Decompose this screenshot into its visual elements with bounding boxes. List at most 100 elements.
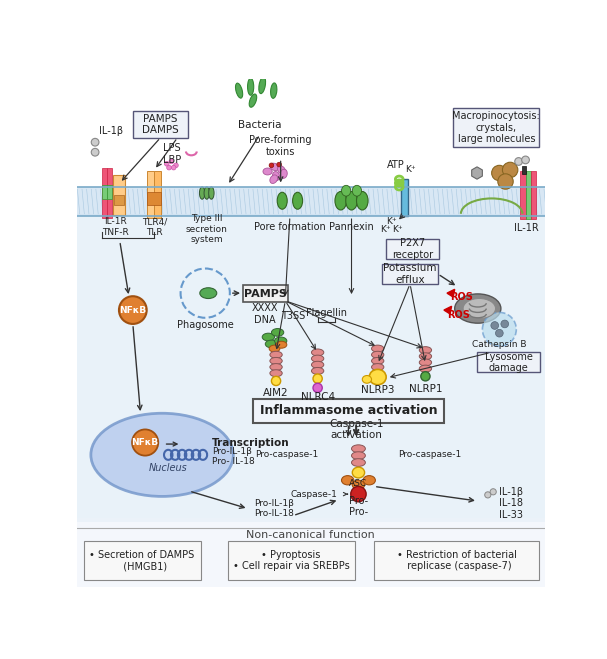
Text: K⁺: K⁺ [386, 217, 397, 226]
Text: PAMPS: PAMPS [244, 289, 287, 299]
Text: NLRC4: NLRC4 [300, 392, 334, 402]
Ellipse shape [269, 345, 280, 352]
Ellipse shape [270, 163, 279, 171]
Ellipse shape [371, 351, 384, 358]
Ellipse shape [363, 476, 375, 485]
Ellipse shape [91, 413, 233, 496]
Ellipse shape [352, 480, 365, 490]
Text: NFκB: NFκB [132, 438, 158, 447]
Circle shape [515, 158, 523, 165]
Ellipse shape [419, 347, 432, 354]
Bar [84, 541, 200, 579]
Bar [477, 353, 540, 372]
Ellipse shape [421, 372, 430, 381]
Bar [374, 541, 540, 579]
Ellipse shape [262, 333, 274, 341]
Ellipse shape [352, 185, 362, 196]
Bar [523, 166, 526, 174]
Text: PAMPS
DAMPS: PAMPS DAMPS [142, 114, 179, 135]
Ellipse shape [293, 192, 303, 209]
Bar [107, 185, 112, 199]
Text: Pro-
Pro-: Pro- Pro- [349, 496, 368, 517]
Ellipse shape [463, 299, 495, 318]
Circle shape [483, 312, 517, 346]
Bar [114, 194, 124, 206]
Bar [401, 179, 409, 216]
Text: K⁺: K⁺ [392, 225, 403, 235]
Ellipse shape [313, 374, 322, 384]
Ellipse shape [351, 452, 365, 459]
Text: Pro-IL-1β
Pro-IL-18: Pro-IL-1β Pro-IL-18 [254, 499, 294, 519]
Ellipse shape [311, 355, 324, 362]
Circle shape [495, 330, 503, 337]
Ellipse shape [259, 77, 266, 94]
Ellipse shape [311, 349, 324, 356]
Text: NFκB: NFκB [119, 306, 146, 314]
Text: Inflammasome activation: Inflammasome activation [260, 405, 437, 417]
Bar [107, 167, 112, 217]
Circle shape [498, 174, 513, 189]
Ellipse shape [455, 294, 501, 323]
Ellipse shape [346, 192, 358, 210]
Bar [253, 399, 444, 423]
Circle shape [491, 322, 498, 330]
Bar [386, 239, 438, 259]
Text: NLRP1: NLRP1 [409, 384, 442, 393]
Text: Pannexin: Pannexin [329, 222, 374, 232]
Bar [154, 171, 161, 217]
Ellipse shape [270, 175, 277, 183]
Ellipse shape [369, 370, 386, 385]
Text: Phagosome: Phagosome [177, 320, 234, 330]
Text: AIM2: AIM2 [263, 388, 289, 398]
Ellipse shape [274, 337, 287, 345]
Bar [382, 264, 438, 284]
Ellipse shape [342, 185, 351, 196]
Circle shape [171, 165, 176, 170]
Polygon shape [447, 289, 455, 297]
Bar [113, 175, 125, 215]
Ellipse shape [419, 359, 432, 366]
Bar [78, 214, 545, 522]
Text: T3SS: T3SS [281, 311, 305, 321]
Circle shape [485, 492, 491, 498]
Ellipse shape [270, 370, 282, 377]
Text: K⁺: K⁺ [405, 165, 415, 175]
Text: Pore formation: Pore formation [254, 222, 326, 232]
Circle shape [503, 162, 518, 178]
Ellipse shape [249, 94, 257, 107]
Bar [102, 167, 107, 217]
Bar [133, 111, 188, 138]
Text: Nucleus: Nucleus [149, 463, 188, 473]
Bar [102, 185, 107, 199]
Bar [78, 518, 545, 587]
Ellipse shape [270, 351, 282, 358]
Bar [453, 108, 540, 147]
Ellipse shape [280, 169, 287, 179]
Text: IL-1R
TNF-R: IL-1R TNF-R [103, 217, 129, 237]
Ellipse shape [335, 192, 347, 210]
Text: P2X7
receptor: P2X7 receptor [392, 239, 433, 260]
Ellipse shape [204, 187, 209, 199]
Text: Pro-IL-1β
Pro- IL-18: Pro-IL-1β Pro- IL-18 [212, 447, 255, 466]
Bar [147, 171, 154, 217]
Bar [228, 541, 354, 579]
Ellipse shape [200, 288, 217, 299]
Bar [531, 171, 537, 219]
Text: TLR4/
TLR: TLR4/ TLR [142, 217, 167, 237]
Text: ROS: ROS [450, 292, 473, 302]
Bar [148, 192, 161, 204]
Text: Pore-forming
toxins: Pore-forming toxins [249, 135, 312, 157]
Text: • Restriction of bacterial
  replicase (caspase-7): • Restriction of bacterial replicase (ca… [397, 550, 517, 571]
Ellipse shape [311, 368, 324, 374]
Ellipse shape [277, 192, 287, 209]
Text: Caspase-1: Caspase-1 [290, 490, 337, 499]
Circle shape [169, 159, 174, 164]
Ellipse shape [271, 329, 283, 336]
Text: • Secretion of DAMPS
  (HMGB1): • Secretion of DAMPS (HMGB1) [89, 550, 195, 571]
Text: • Pyroptosis
• Cell repair via SREBPs: • Pyroptosis • Cell repair via SREBPs [232, 550, 350, 571]
Ellipse shape [276, 341, 287, 348]
Text: IL-1β: IL-1β [99, 127, 123, 136]
Ellipse shape [351, 459, 365, 467]
Circle shape [91, 138, 99, 146]
Circle shape [351, 486, 366, 501]
